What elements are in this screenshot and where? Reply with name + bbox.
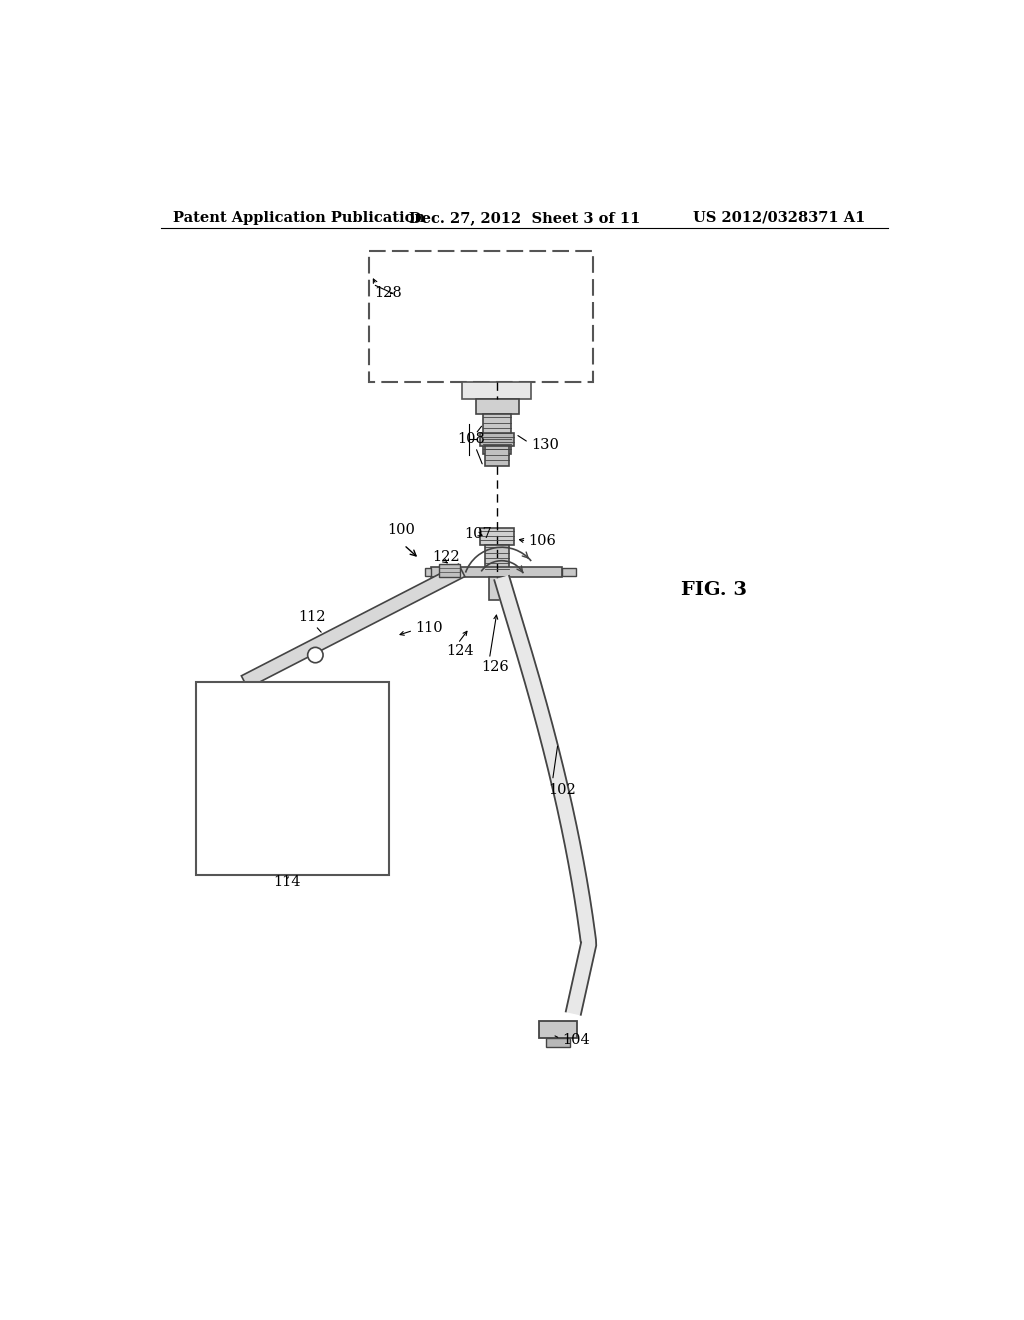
Text: Patent Application Publication: Patent Application Publication xyxy=(173,211,425,224)
Bar xyxy=(480,528,514,545)
Bar xyxy=(196,682,388,874)
Text: 108: 108 xyxy=(457,433,485,446)
Text: 124: 124 xyxy=(446,644,474,659)
Bar xyxy=(462,381,531,399)
Text: 114: 114 xyxy=(273,875,300,890)
Text: 128: 128 xyxy=(374,286,401,300)
Text: 106: 106 xyxy=(528,535,556,548)
Text: 126: 126 xyxy=(481,660,509,673)
Bar xyxy=(370,251,593,381)
Polygon shape xyxy=(495,576,596,1015)
Bar xyxy=(539,1020,578,1038)
Text: 110: 110 xyxy=(416,622,443,635)
Bar xyxy=(475,399,518,414)
Text: 102: 102 xyxy=(548,783,575,797)
Text: US 2012/0328371 A1: US 2012/0328371 A1 xyxy=(692,211,865,224)
Bar xyxy=(484,545,509,574)
Bar xyxy=(431,566,562,577)
Bar xyxy=(489,577,505,601)
Text: 130: 130 xyxy=(531,438,559,451)
Text: Dec. 27, 2012  Sheet 3 of 11: Dec. 27, 2012 Sheet 3 of 11 xyxy=(410,211,641,224)
Bar xyxy=(484,446,509,466)
Bar xyxy=(546,1038,570,1047)
Text: 112: 112 xyxy=(298,610,326,624)
Bar xyxy=(483,414,511,454)
Polygon shape xyxy=(242,564,465,688)
Text: 122: 122 xyxy=(432,550,460,564)
Text: FIG. 3: FIG. 3 xyxy=(681,581,748,598)
Bar xyxy=(480,433,514,446)
Bar xyxy=(438,564,460,577)
Text: 104: 104 xyxy=(562,1034,590,1047)
Bar xyxy=(562,568,575,576)
Bar xyxy=(425,568,431,576)
Text: 100: 100 xyxy=(388,523,416,537)
Text: 107: 107 xyxy=(465,527,493,541)
Circle shape xyxy=(307,647,323,663)
